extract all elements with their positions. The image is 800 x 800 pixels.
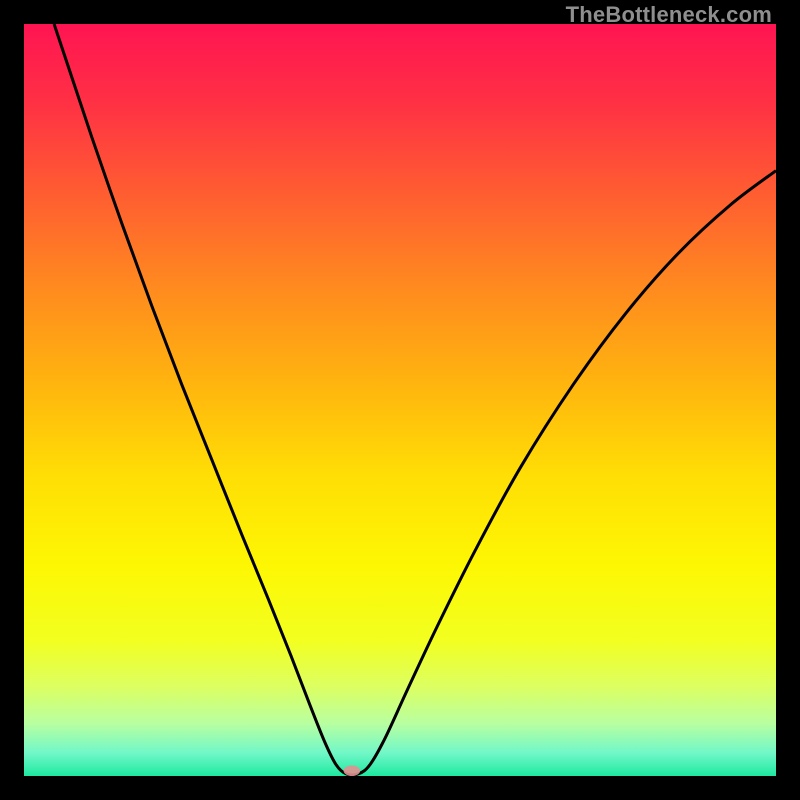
plot-area bbox=[24, 24, 776, 776]
curve-path bbox=[54, 24, 776, 775]
minimum-marker bbox=[344, 765, 361, 776]
chart-frame: TheBottleneck.com bbox=[0, 0, 800, 800]
bottleneck-curve bbox=[24, 24, 776, 776]
